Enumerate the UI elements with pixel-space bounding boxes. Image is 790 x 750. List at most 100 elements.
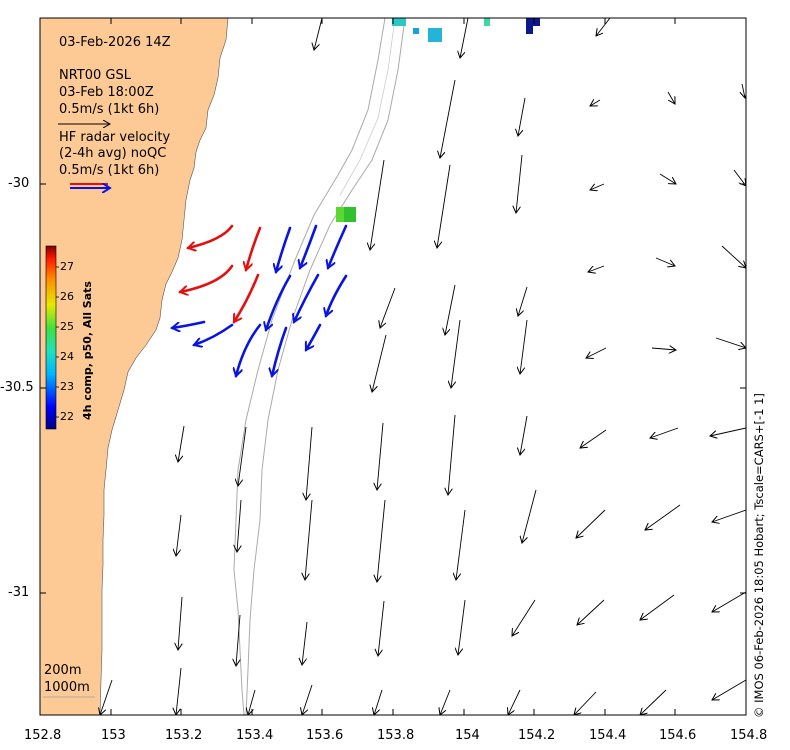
colorbar-tick: 23 — [60, 380, 74, 393]
radar-vector — [180, 264, 234, 292]
sst-pixels — [336, 18, 540, 222]
radar-vector — [328, 224, 348, 268]
x-tick-label: 153.8 — [377, 728, 415, 743]
radar-vector — [194, 323, 234, 345]
model-vector — [655, 257, 675, 266]
model-vector — [100, 679, 113, 715]
model-name-label: NRT00 GSL — [59, 68, 131, 83]
model-vector — [588, 265, 605, 272]
model-vector — [370, 159, 385, 250]
colorbar-tick: 22 — [60, 410, 74, 423]
model-vector — [458, 599, 466, 655]
model-vector — [306, 426, 313, 500]
model-vector — [522, 489, 537, 543]
colorbar — [45, 245, 57, 430]
model-vector — [238, 426, 247, 486]
colorbar-tick: 24 — [60, 350, 74, 363]
x-tick-label: 154.8 — [730, 728, 768, 743]
model-vector — [248, 689, 256, 715]
model-vector — [456, 509, 466, 580]
land-coastline — [40, 18, 229, 715]
model-vector — [659, 173, 676, 184]
radar-vector — [272, 326, 288, 376]
model-vector — [460, 18, 469, 58]
model-vector — [518, 97, 526, 136]
model-vector — [580, 429, 607, 448]
radar-vector — [276, 226, 292, 272]
model-vector — [667, 91, 675, 104]
model-vector — [721, 245, 746, 268]
credit-label: © IMOS 06-Feb-2026 18:05 Hobart; Tscale=… — [752, 393, 766, 718]
radar-label-1: HF radar velocity — [59, 130, 171, 145]
model-vector — [448, 414, 456, 495]
contour-200m — [233, 18, 386, 715]
model-vector — [577, 599, 605, 625]
model-vector — [590, 184, 605, 190]
model-vector — [305, 499, 313, 580]
y-tick-label: -30.5 — [0, 380, 34, 395]
model-vector — [586, 347, 607, 358]
model-velocity-vectors — [100, 18, 746, 715]
y-tick-label: -31 — [8, 585, 30, 600]
model-vector — [645, 504, 681, 530]
model-vector — [651, 348, 676, 350]
radar-vector — [246, 226, 262, 270]
contour-label-1000m: 1000m — [44, 680, 90, 695]
model-vector — [712, 679, 746, 700]
x-tick-label: 154.4 — [589, 728, 627, 743]
radar-vector — [236, 323, 262, 376]
model-vector — [178, 596, 182, 650]
x-tick-label: 153.2 — [165, 728, 203, 743]
model-vector — [520, 415, 528, 455]
model-vector — [742, 83, 745, 98]
colorbar-tick: 27 — [60, 260, 74, 273]
colorbar-tick: 26 — [60, 290, 74, 303]
model-vector — [576, 509, 606, 538]
model-vector — [314, 18, 323, 50]
radar-label-2: (2-4h avg) noQC — [59, 146, 167, 161]
model-vector — [176, 667, 182, 715]
model-vector — [650, 427, 679, 438]
model-vector — [508, 689, 521, 715]
contour-label-200m: 200m — [44, 663, 82, 678]
radar-vector — [172, 320, 206, 328]
model-vector — [445, 284, 456, 335]
model-vector — [640, 689, 667, 715]
model-vector — [512, 599, 536, 636]
axis-ticks — [39, 18, 747, 715]
radar-vector — [294, 273, 320, 322]
model-vector — [380, 287, 396, 328]
model-vector — [640, 594, 675, 620]
model-vector — [377, 422, 384, 490]
model-vector — [520, 319, 528, 374]
model-vector — [574, 691, 597, 715]
radar-vector — [300, 224, 318, 268]
radar-vector — [188, 224, 234, 248]
colorbar-tick: 25 — [60, 320, 74, 333]
model-vector — [710, 427, 746, 436]
radar-scale-label: 0.5m/s (1kt 6h) — [59, 163, 160, 178]
x-tick-label: 153.4 — [236, 728, 274, 743]
colorbar-title: 4h comp, p50, All Sats — [81, 281, 94, 420]
radar-vector — [232, 273, 260, 322]
model-scale-label: 0.5m/s (1kt 6h) — [59, 102, 160, 117]
radar-vector — [304, 323, 322, 350]
colorbar-ticks — [56, 266, 59, 418]
contour-1000m — [245, 18, 406, 715]
model-vector — [440, 79, 456, 158]
model-vector — [237, 499, 241, 552]
model-vector — [440, 689, 451, 715]
model-vector — [437, 164, 451, 248]
y-tick-label: -30 — [8, 176, 30, 191]
x-tick-label: 153 — [101, 728, 126, 743]
hf-radar-vectors — [172, 224, 348, 376]
model-vector — [733, 169, 746, 186]
radar-vector — [266, 274, 292, 330]
x-tick-label: 154.6 — [659, 728, 697, 743]
model-vector — [451, 319, 461, 388]
contour-300m — [339, 18, 396, 196]
model-vector — [715, 337, 746, 348]
model-vector — [236, 614, 240, 666]
model-vector — [378, 600, 385, 656]
